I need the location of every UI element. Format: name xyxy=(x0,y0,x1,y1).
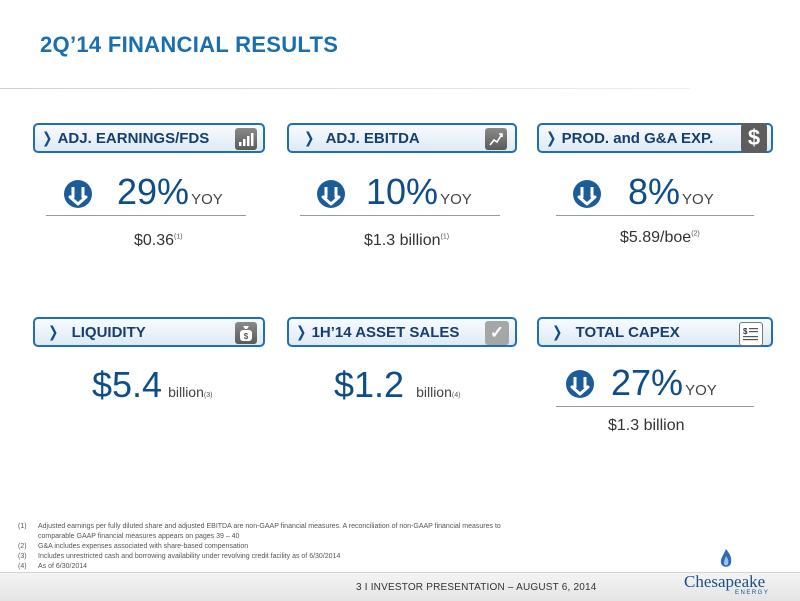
ebitda-metric-unit: YOY xyxy=(440,191,472,208)
footnote-ref: (1) xyxy=(174,233,183,241)
trend-chart-icon xyxy=(485,128,507,150)
capex-metric-value: 27% xyxy=(611,362,684,403)
chevron-right-icon: ❯ xyxy=(546,129,557,147)
ebitda-divider xyxy=(300,215,500,216)
liquidity-metric-unit: billion xyxy=(168,384,204,400)
chevron-right-icon: ❯ xyxy=(552,323,563,341)
earnings-metric-unit: YOY xyxy=(191,191,223,208)
earnings-header-label: ADJ. EARNINGS/FDS xyxy=(57,129,210,147)
asset-sales-metric-unit: billion xyxy=(416,384,452,400)
ebitda-header-label: ADJ. EBITDA xyxy=(325,129,420,147)
footer-text: 3 I INVESTOR PRESENTATION – AUGUST 6, 20… xyxy=(356,582,597,593)
down-arrow-icon xyxy=(317,180,345,208)
footnote-item: (3) Includes unrestricted cash and borro… xyxy=(18,552,538,562)
footnote-item: (1) Adjusted earnings per fully diluted … xyxy=(18,522,538,542)
footnote-number: (2) xyxy=(18,543,27,550)
asset-sales-header-label: 1H’14 ASSET SALES xyxy=(311,323,460,341)
earnings-sub: $0.36(1) xyxy=(134,232,183,250)
footnote-ref: (2) xyxy=(691,230,700,238)
liquidity-metric: $5.4 billion (3) xyxy=(92,364,212,406)
footnote-text: G&A includes expenses associated with sh… xyxy=(38,543,249,550)
prod-sub: $5.89/boe(2) xyxy=(620,229,700,247)
prod-metric: 8% YOY xyxy=(628,171,714,213)
footnote-item: (4) As of 6/30/2014 xyxy=(18,562,538,572)
ebitda-sub: $1.3 billion(1) xyxy=(364,232,449,250)
down-arrow-icon xyxy=(566,370,594,398)
chevron-right-icon: ❯ xyxy=(42,129,53,147)
svg-text:$: $ xyxy=(743,327,748,336)
footnote-text: As of 6/30/2014 xyxy=(38,563,88,570)
asset-sales-metric: $1.2 billion (4) xyxy=(334,364,460,406)
capex-card-header: ❯ TOTAL CAPEX $ xyxy=(537,317,773,347)
capex-sub: $1.3 billion xyxy=(608,417,685,434)
footnote-text: Adjusted earnings per fully diluted shar… xyxy=(38,523,501,540)
ebitda-metric: 10% YOY xyxy=(366,171,472,213)
asset-sales-card-header: ❯ 1H’14 ASSET SALES ✓ xyxy=(287,317,517,347)
capex-metric-unit: YOY xyxy=(685,382,717,399)
earnings-metric-value: 29% xyxy=(117,171,190,212)
checkmark-icon: ✓ xyxy=(485,321,509,345)
footnote-text: Includes unrestricted cash and borrowing… xyxy=(38,553,341,560)
ebitda-sub-value: $1.3 billion xyxy=(364,232,441,249)
down-arrow-icon xyxy=(573,180,601,208)
company-logo: Chesapeake xyxy=(684,572,766,591)
capex-header-label: TOTAL CAPEX xyxy=(575,323,680,341)
ebitda-metric-value: 10% xyxy=(366,171,439,212)
title-divider xyxy=(0,88,690,89)
prod-header-label: PROD. and G&A EXP. xyxy=(561,129,714,147)
footnote-ref: (3) xyxy=(203,392,213,399)
earnings-divider xyxy=(46,215,246,216)
company-logo-subtitle: ENERGY xyxy=(735,590,770,596)
footnote-ref: (1) xyxy=(440,233,450,241)
bar-chart-icon xyxy=(235,128,257,150)
chevron-right-icon: ❯ xyxy=(48,323,59,341)
footnote-item: (2) G&A includes expenses associated wit… xyxy=(18,542,538,552)
earnings-sub-value: $0.36 xyxy=(134,232,175,249)
liquidity-header-label: LIQUIDITY xyxy=(71,323,146,341)
invoice-icon: $ xyxy=(739,322,763,346)
footnote-ref: (4) xyxy=(451,392,461,399)
liquidity-card-header: ❯ LIQUIDITY $ xyxy=(33,317,265,347)
liquidity-metric-value: $5.4 xyxy=(92,364,163,405)
footnote-number: (3) xyxy=(18,553,27,560)
chevron-right-icon: ❯ xyxy=(296,323,307,341)
earnings-card-header: ❯ ADJ. EARNINGS/FDS xyxy=(33,123,265,153)
footnotes: (1) Adjusted earnings per fully diluted … xyxy=(18,522,538,572)
prod-metric-value: 8% xyxy=(628,171,681,212)
footnote-number: (4) xyxy=(18,563,27,570)
prod-sub-value: $5.89/boe xyxy=(620,229,692,246)
prod-card-header: ❯ PROD. and G&A EXP. $ xyxy=(537,123,773,153)
svg-text:$: $ xyxy=(244,332,249,341)
page-title: 2Q’14 FINANCIAL RESULTS xyxy=(40,32,339,57)
capex-divider xyxy=(556,406,754,407)
dollar-icon: $ xyxy=(741,123,767,153)
asset-sales-metric-value: $1.2 xyxy=(334,364,405,405)
down-arrow-icon xyxy=(64,180,92,208)
earnings-metric: 29% YOY xyxy=(117,171,223,213)
chevron-right-icon: ❯ xyxy=(304,129,315,147)
ebitda-card-header: ❯ ADJ. EBITDA xyxy=(287,123,517,153)
prod-divider xyxy=(556,215,754,216)
money-bag-icon: $ xyxy=(235,322,257,344)
footnote-number: (1) xyxy=(18,523,27,530)
prod-metric-unit: YOY xyxy=(682,191,714,208)
capex-metric: 27% YOY xyxy=(611,362,717,404)
flame-logo-icon xyxy=(720,549,732,567)
footer-bar xyxy=(0,572,800,601)
